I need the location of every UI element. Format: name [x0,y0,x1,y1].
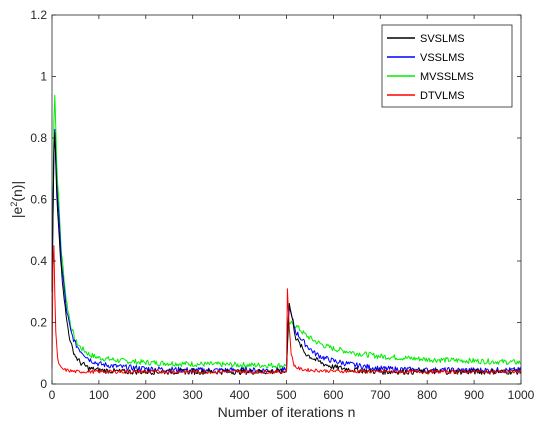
x-axis-label: Number of iterations n [218,404,356,420]
y-axis-label-superscript: 2 [9,202,19,207]
y-tick-label: 1 [40,70,47,84]
legend-label-svslms: SVSLMS [420,33,465,45]
y-axis-label-rest: (n)| [9,181,25,202]
legend-label-vsslms: VSSLMS [420,52,465,64]
axes-group: 0 100 200 300 400 500 600 700 800 900 1000 0 0.2 0.4 0… [30,8,534,402]
legend-label-dtvlms: DTVLMS [420,90,465,102]
y-tick-label: 1.2 [30,8,47,22]
x-tick-label: 600 [323,388,343,402]
y-tick-label: 0.6 [30,193,47,207]
x-tick-label: 300 [183,388,203,402]
x-tick-label: 400 [230,388,250,402]
x-tick-label: 800 [417,388,437,402]
legend: SVSLMS VSSLMS MVSSLMS DTVLMS [381,24,513,108]
y-tick-label: 0 [40,377,47,391]
x-tick-label: 100 [89,388,109,402]
y-tick-label: 0.4 [30,254,47,268]
y-tick-label: 0.8 [30,131,47,145]
y-tick-label: 0.2 [30,316,47,330]
x-tick-label: 1000 [508,388,535,402]
legend-label-mvsslms: MVSSLMS [420,71,474,83]
series-line-dtvlms [51,245,522,374]
y-axis-label: |e2(n)| [9,181,25,218]
x-tick-label: 0 [49,388,56,402]
x-tick-label: 900 [464,388,484,402]
x-tick-label: 200 [136,388,156,402]
y-axis-label-base: |e [9,206,25,218]
x-tick-label: 500 [276,388,296,402]
x-tick-label: 700 [370,388,390,402]
